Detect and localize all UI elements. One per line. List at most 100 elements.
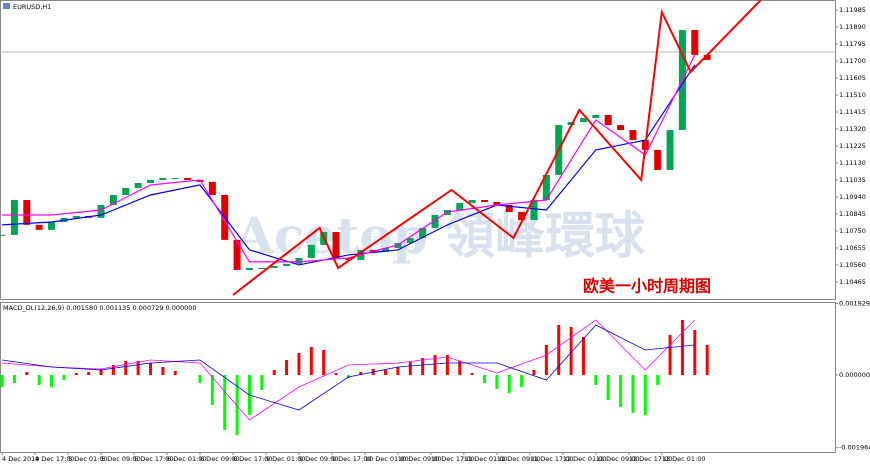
candle — [23, 200, 31, 225]
macd-bar — [223, 375, 227, 430]
macd-bar — [495, 375, 499, 389]
macd-bar — [408, 362, 412, 375]
x-tick-label: 6 Dec 01:00 — [167, 455, 207, 463]
macd-bar — [384, 370, 388, 375]
candle — [245, 267, 253, 270]
x-tick-label: 12 Dec 01:00 — [563, 455, 607, 463]
candle — [0, 234, 6, 236]
macd-bar — [643, 375, 647, 415]
macd-bar — [260, 375, 264, 390]
y-tick-label: 1.10655 — [839, 244, 866, 252]
x-tick-label: 5 Dec 09:00 — [101, 455, 141, 463]
y-tick-label: 1.10465 — [839, 278, 866, 286]
x-tick-label: 11 Dec 17:00 — [530, 455, 574, 463]
macd-bar — [680, 320, 684, 375]
y-tick-label: 1.10750 — [839, 227, 866, 235]
price-frame — [0, 0, 836, 300]
macd-bar — [619, 375, 623, 407]
candle — [542, 174, 550, 200]
y-tick-label: 1.11605 — [839, 74, 866, 82]
y-tick-label: 1.10940 — [839, 193, 866, 201]
macd-bar — [87, 372, 91, 375]
macd-bar — [161, 367, 165, 375]
candle — [10, 200, 18, 235]
candle — [579, 118, 587, 123]
x-tick-label: 5 Dec 17:00 — [134, 455, 174, 463]
macd-bar — [0, 375, 4, 387]
macd-bar — [111, 365, 115, 375]
x-tick-label: 4 Dec 2019 — [2, 455, 39, 463]
candle — [332, 232, 340, 258]
macd-bar — [149, 363, 153, 375]
macd-bar — [99, 369, 103, 375]
candle — [109, 194, 117, 206]
macd-bar — [396, 367, 400, 375]
candle — [530, 200, 538, 221]
macd-bar — [50, 375, 54, 387]
macd-bar — [470, 373, 474, 375]
macd-bar — [581, 337, 585, 375]
y-tick-label: 1.11795 — [839, 40, 866, 48]
macd-bar — [483, 375, 487, 383]
macd-bar — [124, 361, 128, 375]
candle — [233, 239, 241, 270]
chart-title: EURUSD,H1 — [13, 3, 51, 11]
x-tick-label: 11 Dec 09:00 — [497, 455, 541, 463]
x-tick-label: 13 Dec 01:00 — [662, 455, 706, 463]
x-tick-label: 9 Dec 17:00 — [332, 455, 372, 463]
macd-bar — [445, 355, 449, 375]
macd-bar — [25, 372, 29, 375]
y-tick-label: 1.11890 — [839, 23, 866, 31]
macd-bar — [705, 345, 709, 375]
y-tick-label: 1.11320 — [839, 125, 866, 133]
macd-bar — [693, 330, 697, 375]
candle — [518, 211, 526, 221]
macd-bar — [359, 372, 363, 375]
x-tick-label: 11 Dec 01:00 — [464, 455, 508, 463]
moving-average — [2, 64, 696, 266]
candle — [159, 177, 167, 180]
candle — [604, 115, 612, 126]
x-tick-label: 12 Dec 17:00 — [629, 455, 673, 463]
candle — [431, 215, 439, 228]
macd-line — [2, 324, 695, 411]
y-tick-label: 1.11035 — [839, 176, 866, 184]
macd-bar — [606, 375, 610, 400]
x-tick-label: 10 Dec 01:00 — [365, 455, 409, 463]
candle — [307, 244, 315, 258]
trend-zigzag — [232, 0, 762, 296]
candle — [97, 205, 105, 218]
y-tick-label: 1.11985 — [839, 6, 866, 14]
y-tick-label: 1.11510 — [839, 91, 866, 99]
candle — [505, 205, 513, 212]
candle — [567, 122, 575, 126]
candle — [406, 237, 414, 243]
candle — [468, 200, 476, 204]
macd-bar — [285, 360, 289, 375]
candle — [654, 149, 662, 170]
candle — [283, 263, 291, 267]
macd-bar — [458, 361, 462, 375]
macd-bar — [507, 375, 511, 393]
macd-bar — [668, 335, 672, 375]
candle — [481, 200, 489, 202]
candle — [35, 224, 43, 230]
macd-bar — [272, 370, 276, 375]
macd-bar — [37, 375, 41, 385]
macd-bar — [198, 375, 202, 383]
x-tick-label: 5 Dec 01:00 — [68, 455, 108, 463]
macd-bar — [569, 327, 573, 375]
x-tick-label: 6 Dec 09:00 — [200, 455, 240, 463]
candle — [493, 201, 501, 206]
candle — [258, 267, 266, 269]
macd-bar — [421, 358, 425, 375]
candle — [72, 215, 80, 218]
x-tick-label: 9 Dec 01:00 — [266, 455, 306, 463]
macd-bar — [544, 345, 548, 375]
macd-bar — [557, 325, 561, 375]
candle — [666, 130, 674, 170]
macd-bar — [309, 347, 313, 375]
macd-bar — [136, 361, 140, 375]
moving-average — [2, 54, 696, 263]
watermark: Acetop 領峰環球 — [234, 206, 646, 265]
